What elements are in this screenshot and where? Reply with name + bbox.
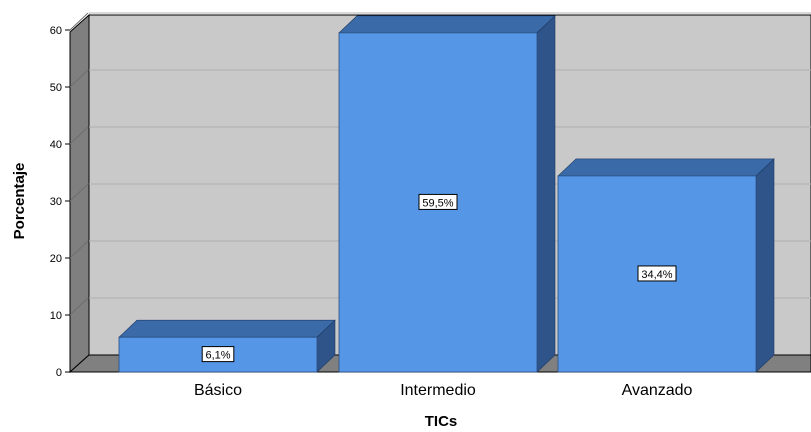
y-tick-label: 0 [56, 367, 62, 379]
bar-intermedio: 59,5% [338, 15, 556, 373]
data-label-box [201, 346, 235, 363]
data-label: 6,1% [205, 350, 230, 362]
gridline-side [69, 183, 89, 202]
data-label-box [418, 193, 458, 210]
y-tick-label: 40 [50, 139, 62, 151]
data-label: 59,5% [422, 197, 453, 209]
y-tick-label: 10 [50, 310, 62, 322]
y-tick-label: 50 [50, 82, 62, 94]
bar-top-face [118, 319, 336, 338]
y-tick-label: 60 [50, 25, 62, 37]
bar-avanzado: 34,4% [557, 158, 775, 373]
bar-side-face [755, 158, 775, 373]
bar-básico: 6,1% [118, 319, 336, 373]
x-axis-title: TICs [425, 413, 458, 430]
gridline-side [69, 297, 89, 316]
bars: 6,1% 59,5% 34,4% [118, 15, 775, 373]
bar-top-face [557, 158, 775, 177]
x-tick-label: Intermedio [400, 382, 476, 399]
data-label: 34,4% [641, 269, 672, 281]
x-axis-labels: Básico Intermedio Avanzado [194, 382, 693, 399]
plot-left-wall [69, 13, 90, 374]
y-tick-label: 30 [50, 196, 62, 208]
gridline-side [69, 12, 89, 31]
y-tick-label: 20 [50, 253, 62, 265]
y-axis-ticks: 0 10 20 30 40 50 60 [50, 25, 70, 379]
bar-top-face [338, 15, 556, 34]
y-axis-title: Porcentaje [11, 163, 28, 240]
gridline-side [69, 126, 89, 145]
gridline-side [69, 69, 89, 88]
data-label-box [637, 265, 677, 282]
x-tick-label: Básico [194, 382, 242, 399]
x-tick-label: Avanzado [622, 382, 693, 399]
bar-side-face [536, 15, 556, 373]
gridline-side [69, 240, 89, 259]
